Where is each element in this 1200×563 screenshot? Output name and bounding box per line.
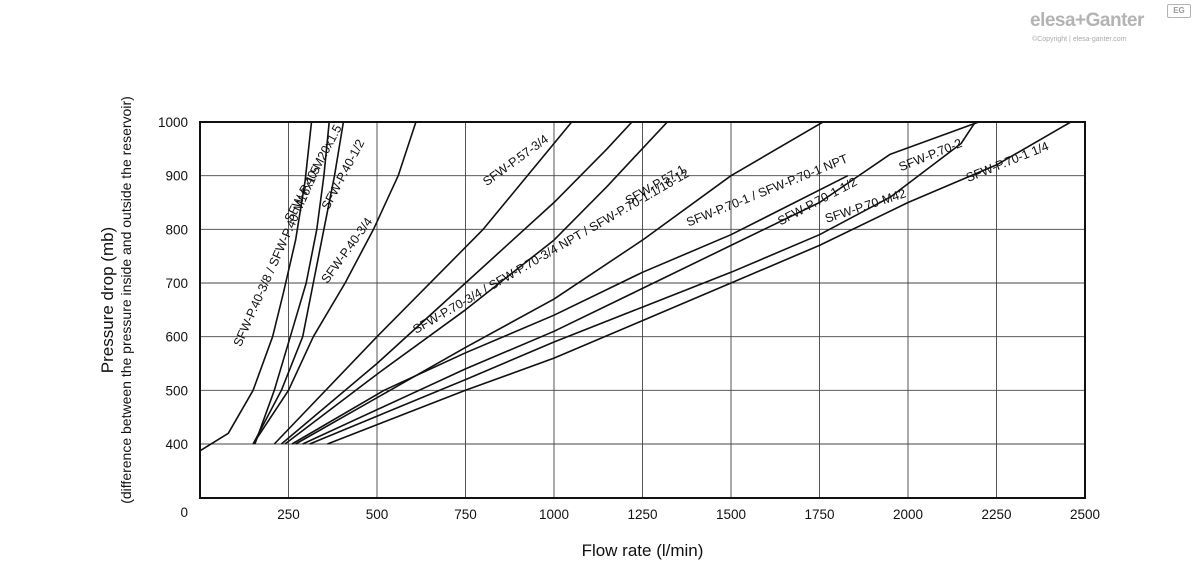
x-tick-label: 2500 <box>1070 507 1100 522</box>
y-axis-sublabel: (difference between the pressure inside … <box>118 96 134 504</box>
series-line-9 <box>291 174 849 445</box>
y-tick-label: 500 <box>165 383 188 398</box>
x-tick-label: 750 <box>454 507 477 522</box>
y-tick-label: 900 <box>165 169 188 184</box>
series-line-5 <box>273 121 573 445</box>
x-tick-label: 1750 <box>804 507 834 522</box>
y-tick-label: 400 <box>165 437 188 452</box>
series-line-3 <box>252 121 345 445</box>
series-line-4 <box>252 121 417 445</box>
logo-copyright: ©Copyright | elesa-ganter.com <box>1032 36 1127 43</box>
y-tick-label: 800 <box>165 222 188 237</box>
x-tick-label: 2000 <box>893 507 923 522</box>
series-line-11 <box>309 121 976 445</box>
series-line-8 <box>295 121 824 445</box>
x-tick-label: 1250 <box>627 507 657 522</box>
series-line-6 <box>280 121 633 445</box>
x-tick-label: 250 <box>277 507 300 522</box>
y-tick-label: 0 <box>180 505 188 520</box>
y-axis-label: Pressure drop (mb) <box>98 227 117 373</box>
grid <box>200 122 1085 498</box>
series-line-12 <box>327 121 1072 445</box>
logo-badge-icon: EG <box>1167 4 1191 18</box>
x-tick-label: 500 <box>366 507 389 522</box>
series-line-2 <box>254 121 330 445</box>
y-tick-label: 600 <box>165 330 188 345</box>
elesa-ganter-logo: elesa+Ganter EG ©Copyright | elesa-gante… <box>1030 4 1195 46</box>
x-tick-label: 1500 <box>716 507 746 522</box>
logo-brand-text: elesa+Ganter <box>1030 10 1144 31</box>
series-line-7 <box>284 121 668 445</box>
y-tick-label: 700 <box>165 276 188 291</box>
series-label-4: SFW-P.40-3/4 <box>319 215 376 286</box>
series-line-1 <box>199 121 313 452</box>
series-labels: SFW-P.40-3/8 / SFW-P.40-M16x1.5SFW-P.40-… <box>231 122 1051 348</box>
y-tick-labels: 0 400 500 600 700 800 900 1000 <box>158 115 188 520</box>
y-tick-label: 1000 <box>158 115 188 130</box>
plot-frame <box>199 121 1086 499</box>
x-tick-label: 1000 <box>539 507 569 522</box>
x-tick-labels: 250 500 750 1000 1250 1500 1750 2000 2250 2500 <box>277 507 1100 522</box>
series-label-12: SFW-P.70-1 1/4 <box>964 139 1051 185</box>
series-lines <box>199 121 1072 452</box>
x-axis-label: Flow rate (l/min) <box>582 541 704 560</box>
x-tick-label: 2250 <box>981 507 1011 522</box>
series-label-10: SFW-P.70-2 <box>897 136 964 174</box>
series-line-10 <box>302 121 980 445</box>
